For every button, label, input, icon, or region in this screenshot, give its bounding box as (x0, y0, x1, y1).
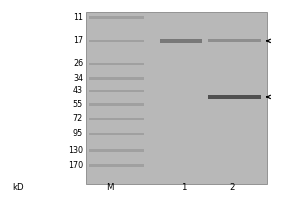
Text: 26: 26 (73, 59, 83, 68)
Text: 72: 72 (73, 114, 83, 123)
Bar (89, 149, 144, 152)
Text: 11: 11 (73, 13, 83, 22)
Text: 170: 170 (68, 161, 83, 170)
Bar (89, 90, 144, 92)
Text: 55: 55 (73, 100, 83, 109)
Bar (160, 39, 202, 43)
Bar (89, 103, 144, 106)
Bar (208, 39, 262, 42)
Text: 34: 34 (73, 74, 83, 83)
Text: 43: 43 (73, 86, 83, 95)
Text: M: M (106, 183, 114, 192)
Bar (86, 12, 267, 184)
Text: 1: 1 (182, 183, 187, 192)
Bar (208, 95, 262, 99)
Text: 17: 17 (73, 36, 83, 45)
Bar (89, 77, 144, 80)
Text: kD: kD (12, 183, 23, 192)
Bar (89, 118, 144, 120)
Bar (89, 40, 144, 42)
Bar (89, 133, 144, 135)
Text: 130: 130 (68, 146, 83, 155)
Text: 2: 2 (229, 183, 235, 192)
Bar (89, 164, 144, 167)
Bar (89, 16, 144, 19)
Bar (89, 63, 144, 65)
Text: 95: 95 (73, 129, 83, 138)
